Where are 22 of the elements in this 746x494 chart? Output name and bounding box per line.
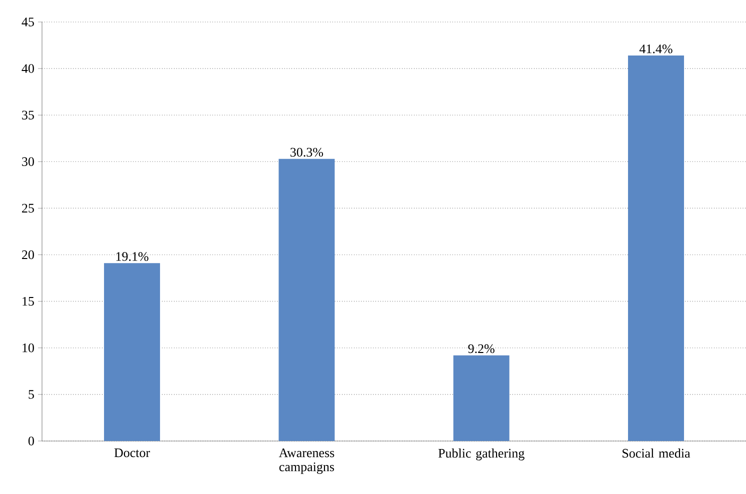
data-label: 9.2% bbox=[468, 344, 494, 354]
y-tick-label: 45 bbox=[22, 18, 34, 26]
y-tick-label: 10 bbox=[22, 343, 34, 352]
y-tick-label: 20 bbox=[22, 250, 34, 260]
x-tick-label: Doctor bbox=[114, 448, 150, 458]
data-label: 19.1% bbox=[116, 252, 148, 261]
x-tick-label: Public gathering bbox=[438, 448, 524, 460]
y-tick-label: 5 bbox=[28, 390, 34, 399]
y-tick-label: 0 bbox=[28, 436, 34, 446]
y-tick-label: 25 bbox=[22, 204, 34, 213]
y-tick-label: 30 bbox=[22, 157, 34, 166]
bar bbox=[104, 263, 160, 441]
data-label: 30.3% bbox=[290, 148, 324, 157]
data-label: 41.4% bbox=[639, 44, 672, 54]
y-tick-label: 40 bbox=[22, 64, 34, 73]
bar bbox=[453, 355, 510, 441]
y-tick-label: 15 bbox=[22, 296, 34, 306]
x-tick-label: Awareness campaigns bbox=[278, 448, 334, 474]
x-tick-label: Social media bbox=[622, 448, 690, 458]
bar bbox=[278, 158, 335, 441]
bar bbox=[628, 56, 684, 441]
y-tick-label: 35 bbox=[22, 110, 34, 120]
